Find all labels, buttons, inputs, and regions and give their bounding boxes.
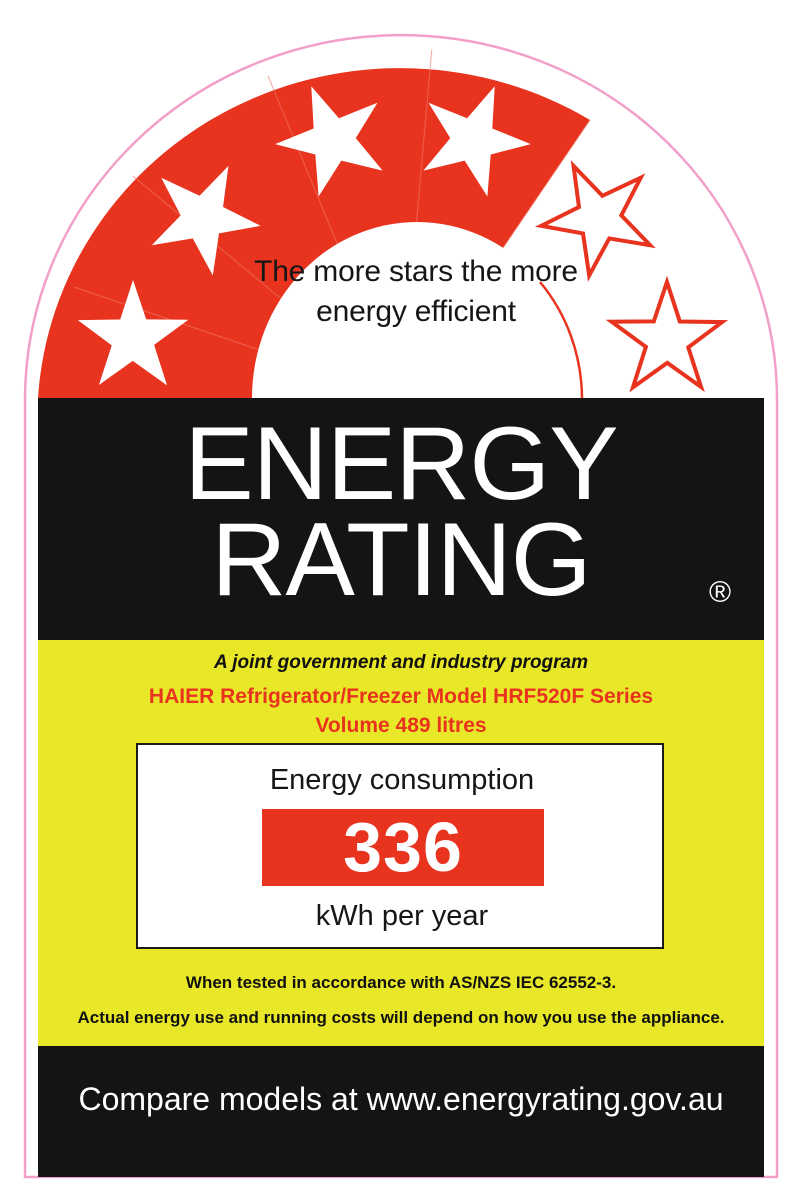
volume-description: Volume 489 litres xyxy=(315,714,487,737)
star-icon-3 xyxy=(275,86,383,197)
energy-consumption-value-strip: 336 xyxy=(262,809,544,886)
footer-band xyxy=(38,1046,764,1177)
star-icon-4 xyxy=(423,86,531,197)
energy-rating-banner xyxy=(38,398,764,640)
star-outline-icon-7 xyxy=(605,275,729,393)
test-standard-text: When tested in accordance with AS/NZS IE… xyxy=(185,973,617,992)
page-title-line1: ENERGY xyxy=(184,406,618,522)
registered-trademark-icon: ® xyxy=(708,576,732,609)
slogan-text: The more stars the more energy efficient xyxy=(254,255,578,329)
energy-consumption-value: 336 xyxy=(343,808,463,886)
energy-consumption-unit: kWh per year xyxy=(315,900,489,932)
model-description: HAIER Refrigerator/Freezer Model HRF520F… xyxy=(148,685,654,708)
dome-edge-line xyxy=(539,281,584,399)
joint-program-text: A joint government and industry program xyxy=(213,652,589,673)
star-icon-1 xyxy=(77,279,189,386)
star-outline-icon-6 xyxy=(534,160,656,282)
energy-consumption-label: Energy consumption xyxy=(269,764,535,796)
star-band-group xyxy=(38,48,729,399)
page-title-line2: RATING xyxy=(211,502,591,618)
compare-models-url: Compare models at www.energyrating.gov.a… xyxy=(78,1081,724,1117)
slogan-dome xyxy=(252,222,582,398)
energy-consumption-box: Energy consumption 336 kWh per year xyxy=(136,743,664,949)
disclaimer-text: Actual energy use and running costs will… xyxy=(77,1008,725,1027)
star-icon-2 xyxy=(151,165,261,276)
star-icon-5 xyxy=(541,165,651,276)
